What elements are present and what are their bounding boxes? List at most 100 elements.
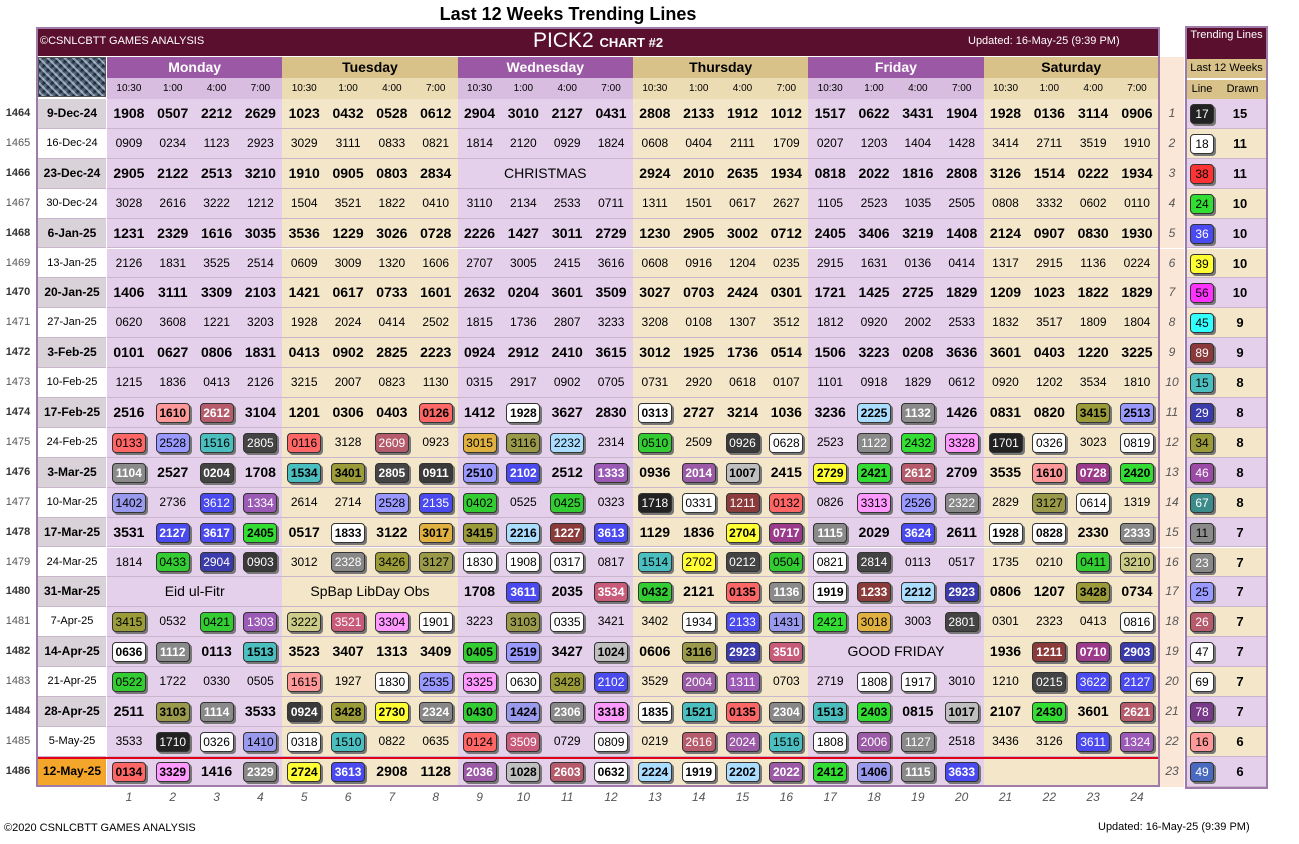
number-pill: 1028 (506, 761, 541, 782)
trending-line-cell: 25 (1188, 577, 1216, 607)
draw-cell: 2535 (414, 667, 458, 697)
draw-cell: 2405 (814, 224, 846, 241)
draw-cell: 1112 (151, 637, 195, 667)
trending-line-cell: 47 (1188, 637, 1216, 667)
draw-cell: 1514 (633, 548, 677, 578)
draw-cell: 3127 (1027, 488, 1071, 518)
number-pill: 0628 (769, 432, 804, 453)
draw-cell: 3428 (326, 697, 370, 727)
trending-drawn-count: 11 (1233, 135, 1247, 151)
draw-cell: 2035 (551, 583, 583, 600)
time-header: 10:30 (282, 78, 327, 99)
draw-cell: 2216 (501, 518, 545, 548)
day-block-bg (632, 457, 809, 488)
draw-cell: 1510 (326, 727, 370, 757)
day-block-bg (107, 398, 283, 428)
draw-cell: 2412 (808, 757, 852, 787)
draw-cell: 1804 (1123, 315, 1151, 330)
trending-line-pill: 78 (1190, 702, 1214, 722)
trending-line-cell: 38 (1188, 159, 1216, 189)
number-pill: 1211 (1032, 642, 1067, 663)
draw-cell: 0204 (195, 458, 239, 488)
number-pill: 1808 (857, 672, 892, 693)
draw-cell: 2825 (376, 344, 408, 361)
row-index: 16 (1165, 554, 1179, 569)
draw-cell: 1221 (203, 315, 230, 330)
draw-cell: 0208 (902, 344, 934, 361)
draw-cell: 0620 (115, 315, 143, 330)
day-header-friday: Friday (808, 57, 984, 78)
row-index: 5 (1168, 225, 1176, 240)
draw-cell: 3611 (1071, 727, 1115, 757)
draw-cell: 0134 (107, 757, 151, 787)
draw-cell: 1313 (376, 643, 408, 660)
draw-cell: 1023 (1033, 284, 1065, 301)
draw-cell: 2616 (677, 727, 721, 757)
draw-cell: 1501 (685, 195, 713, 210)
day-block-bg (457, 607, 633, 638)
draw-cell: 1708 (463, 583, 496, 600)
draw-cell: 3525 (203, 255, 230, 270)
draw-cell: 3328 (940, 428, 984, 458)
time-header: 10:30 (983, 78, 1028, 99)
page-title: Last 12 Weeks Trending Lines (439, 4, 697, 24)
row-number: 1483 (5, 675, 31, 688)
draw-cell: 3521 (334, 195, 362, 210)
trending-drawn-count: 10 (1232, 285, 1248, 301)
draw-cell: 1024 (589, 637, 633, 667)
draw-cell: 3533 (115, 733, 143, 748)
draw-cell: 0517 (948, 554, 976, 569)
draw-cell: 2614 (290, 494, 318, 509)
day-block-bg (808, 188, 984, 219)
day-block-bg (282, 248, 458, 279)
number-pill: 3613 (594, 522, 629, 543)
day-block-bg (808, 99, 984, 129)
draw-cell: 3127 (414, 548, 458, 578)
number-pill: 3428 (1076, 582, 1111, 603)
draw-cell: 1132 (896, 398, 940, 428)
number-pill: 2923 (944, 582, 979, 603)
trending-line-cell: 23 (1188, 548, 1216, 578)
number-pill: 1521 (681, 701, 716, 722)
draw-cell: 2324 (414, 697, 458, 727)
time-header: 1:00 (852, 78, 896, 99)
day-block-bg (457, 368, 633, 398)
draw-cell: 2611 (946, 523, 977, 540)
row-index: 1 (1168, 106, 1176, 120)
draw-cell: 0618 (729, 375, 756, 390)
day-block-bg (107, 158, 283, 189)
row-index: 19 (1165, 644, 1179, 659)
draw-cell: 0628 (764, 428, 808, 458)
index-bg (1160, 517, 1184, 548)
number-pill: 2405 (243, 522, 278, 543)
footer-updated: Updated: 16-May-25 (9:39 PM) (1098, 821, 1250, 833)
draw-cell: 0734 (1121, 583, 1153, 600)
number-pill: 1303 (243, 612, 278, 633)
draw-cell: 2133 (721, 607, 765, 637)
number-pill: 2729 (813, 462, 848, 483)
draw-cell: 2904 (195, 548, 239, 578)
draw-cell: 1416 (200, 762, 233, 779)
draw-cell: 0806 (200, 344, 233, 361)
draw-cell: 2024 (334, 315, 362, 330)
column-number: 13 (648, 790, 662, 804)
number-pill: 1114 (199, 701, 234, 722)
row-date: 3-Feb-25 (38, 338, 106, 369)
draw-cell: 0729 (553, 733, 581, 748)
day-block-bg (282, 278, 458, 309)
draw-cell: 1928 (989, 105, 1022, 121)
day-block-bg (983, 99, 1159, 129)
draw-cell: 1017 (940, 697, 984, 727)
draw-cell: 3616 (597, 255, 625, 270)
draw-cell: 2920 (685, 375, 713, 390)
number-pill: 3510 (769, 642, 804, 663)
row-date: 21-Apr-25 (38, 667, 106, 697)
draw-cell: 0609 (290, 255, 318, 270)
number-pill: 3624 (900, 522, 935, 543)
draw-cell: 3415 (107, 607, 151, 637)
day-block-bg (808, 248, 984, 279)
draw-cell: 2329 (238, 757, 282, 787)
draw-cell: 3325 (458, 667, 502, 697)
draw-cell: 1007 (721, 458, 765, 488)
number-pill: 3622 (1076, 672, 1111, 693)
